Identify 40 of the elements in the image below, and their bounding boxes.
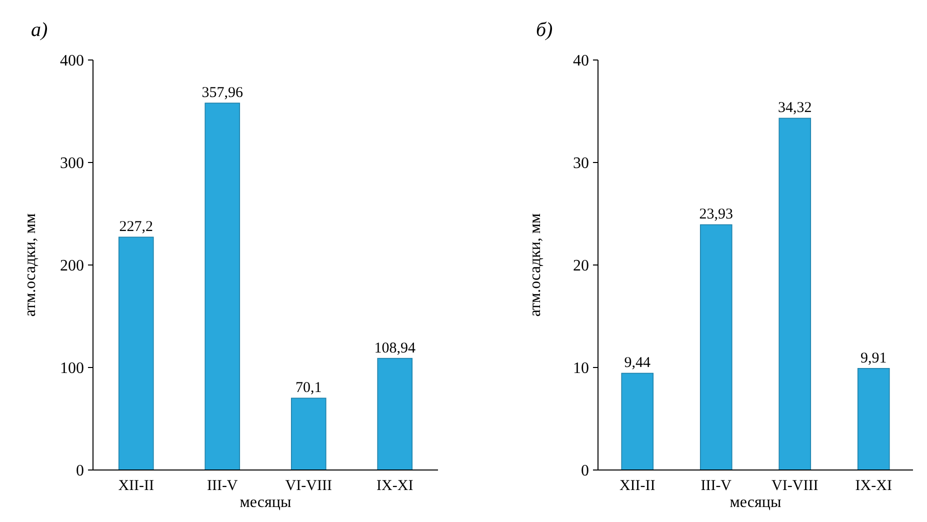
bar	[700, 224, 732, 470]
x-tick-label: III-V	[206, 478, 238, 494]
data-label: 34,32	[778, 100, 812, 116]
data-label: 9,91	[860, 350, 887, 366]
chart-title: а)	[31, 19, 48, 41]
y-axis-title: атм.осадки, мм	[527, 213, 544, 317]
y-tick-label: 40	[573, 52, 589, 70]
data-label: 9,44	[624, 355, 651, 372]
x-axis-title: месяцы	[730, 494, 782, 511]
bar	[290, 398, 326, 470]
y-tick-label: 0	[76, 462, 84, 480]
x-tick-label: III-V	[700, 478, 732, 494]
y-tick-label: 400	[60, 52, 84, 70]
y-axis-title: атм.осадки, мм	[22, 213, 39, 317]
chart-title: б)	[536, 19, 554, 41]
bar	[778, 118, 812, 470]
data-label: 227,2	[119, 219, 153, 236]
y-tick-label: 0	[581, 462, 589, 480]
bar	[118, 236, 154, 470]
x-tick-label: IX-XI	[855, 478, 892, 494]
x-tick-label: IX-XI	[376, 478, 414, 494]
y-tick-label: 30	[573, 155, 589, 172]
y-tick-label: 300	[60, 155, 84, 172]
x-tick-label: XII-II	[118, 478, 154, 494]
data-label: 357,96	[202, 85, 244, 102]
x-tick-label: VI-VIII	[285, 478, 332, 494]
x-tick-label: XII-II	[619, 478, 656, 494]
x-axis-title: месяцы	[240, 494, 292, 511]
bar	[621, 372, 654, 470]
y-tick-label: 20	[573, 258, 589, 275]
x-tick-label: VI-VIII	[772, 478, 818, 494]
y-tick-label: 10	[573, 360, 589, 378]
bar	[377, 358, 413, 470]
bar	[857, 368, 890, 470]
data-label: 23,93	[699, 206, 733, 223]
y-tick-label: 100	[60, 360, 84, 378]
y-tick-label: 200	[60, 258, 84, 275]
data-label: 108,94	[374, 340, 416, 356]
bar	[204, 102, 240, 470]
data-label: 70,1	[296, 380, 322, 396]
